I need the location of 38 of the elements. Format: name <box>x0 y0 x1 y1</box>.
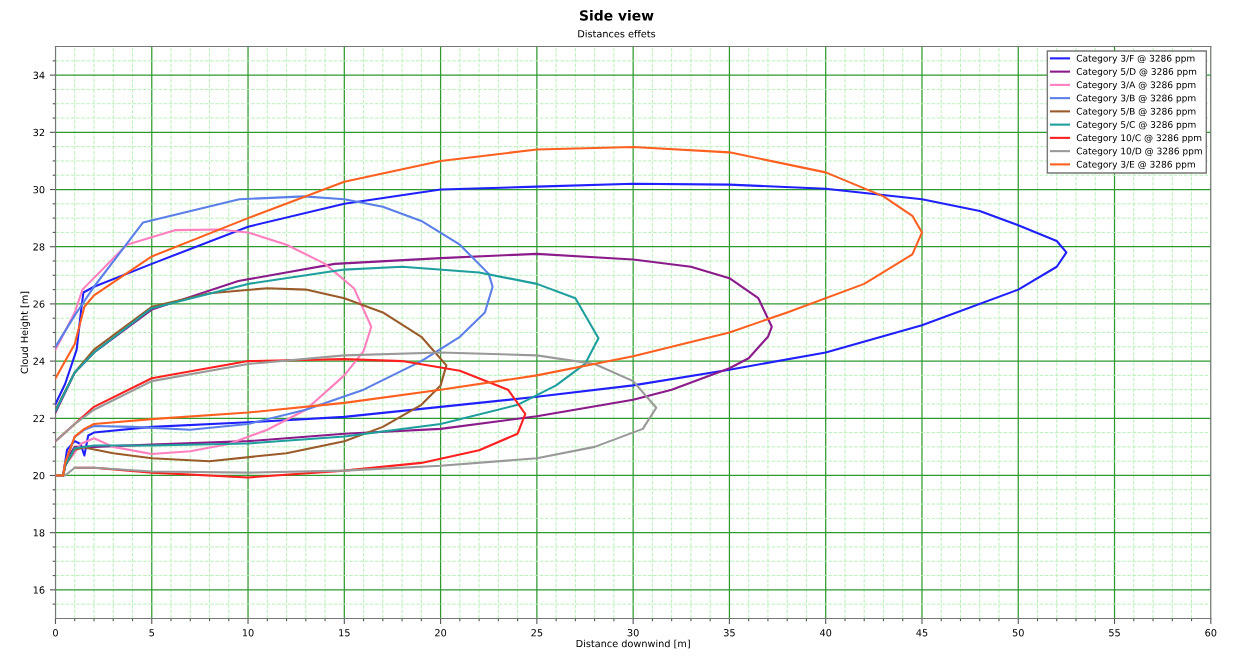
legend-label: Category 5/D @ 3286 ppm <box>1076 68 1197 77</box>
x-tick-label: 50 <box>1012 629 1024 637</box>
x-tick-label: 60 <box>1205 629 1217 637</box>
line-series <box>55 145 924 477</box>
y-tick-label: 30 <box>33 186 45 194</box>
legend-label: Category 10/C @ 3286 ppm <box>1076 134 1202 143</box>
x-tick-label: 5 <box>149 629 155 637</box>
y-axis-title: Cloud Height [m] <box>20 291 30 374</box>
legend-label: Category 5/B @ 3286 ppm <box>1076 107 1196 117</box>
x-tick-label: 20 <box>435 629 447 637</box>
y-tick-label: 26 <box>33 300 45 308</box>
x-tick-label: 25 <box>531 629 543 637</box>
legend-label: Category 10/D @ 3286 ppm <box>1076 147 1202 157</box>
x-axis-title: Distance downwind [m] <box>576 639 690 649</box>
y-tick-label: 16 <box>33 586 45 594</box>
y-tick-label: 18 <box>33 529 45 537</box>
x-tick-label: 35 <box>723 629 735 637</box>
y-tick-label: 28 <box>33 243 45 251</box>
y-tick-label: 20 <box>33 471 45 480</box>
x-tick-label: 15 <box>339 629 350 637</box>
y-tick-label: 22 <box>33 414 45 422</box>
x-tick-label: 45 <box>916 629 928 637</box>
y-tick-label: 32 <box>33 128 45 137</box>
y-tick-label: 34 <box>33 71 45 79</box>
x-tick-label: 40 <box>819 629 832 637</box>
chart-title: Side view <box>579 9 654 21</box>
x-tick-label: 10 <box>242 629 254 637</box>
legend-label: Category 5/C @ 3286 ppm <box>1076 121 1196 130</box>
legend-label: Category 3/B @ 3286 ppm <box>1076 94 1196 104</box>
y-tick-label: 24 <box>33 357 45 365</box>
x-tick-label: 30 <box>627 629 639 637</box>
chart-subtitle: Distances effets <box>578 29 656 38</box>
x-tick-label: 0 <box>53 629 58 637</box>
legend-label: Category 3/A @ 3286 ppm <box>1076 81 1196 90</box>
legend-label: Category 3/F @ 3286 ppm <box>1076 54 1195 64</box>
line-series <box>55 351 658 477</box>
legend-label: Category 3/E @ 3286 ppm <box>1076 160 1195 170</box>
x-tick-label: 55 <box>1109 629 1120 637</box>
